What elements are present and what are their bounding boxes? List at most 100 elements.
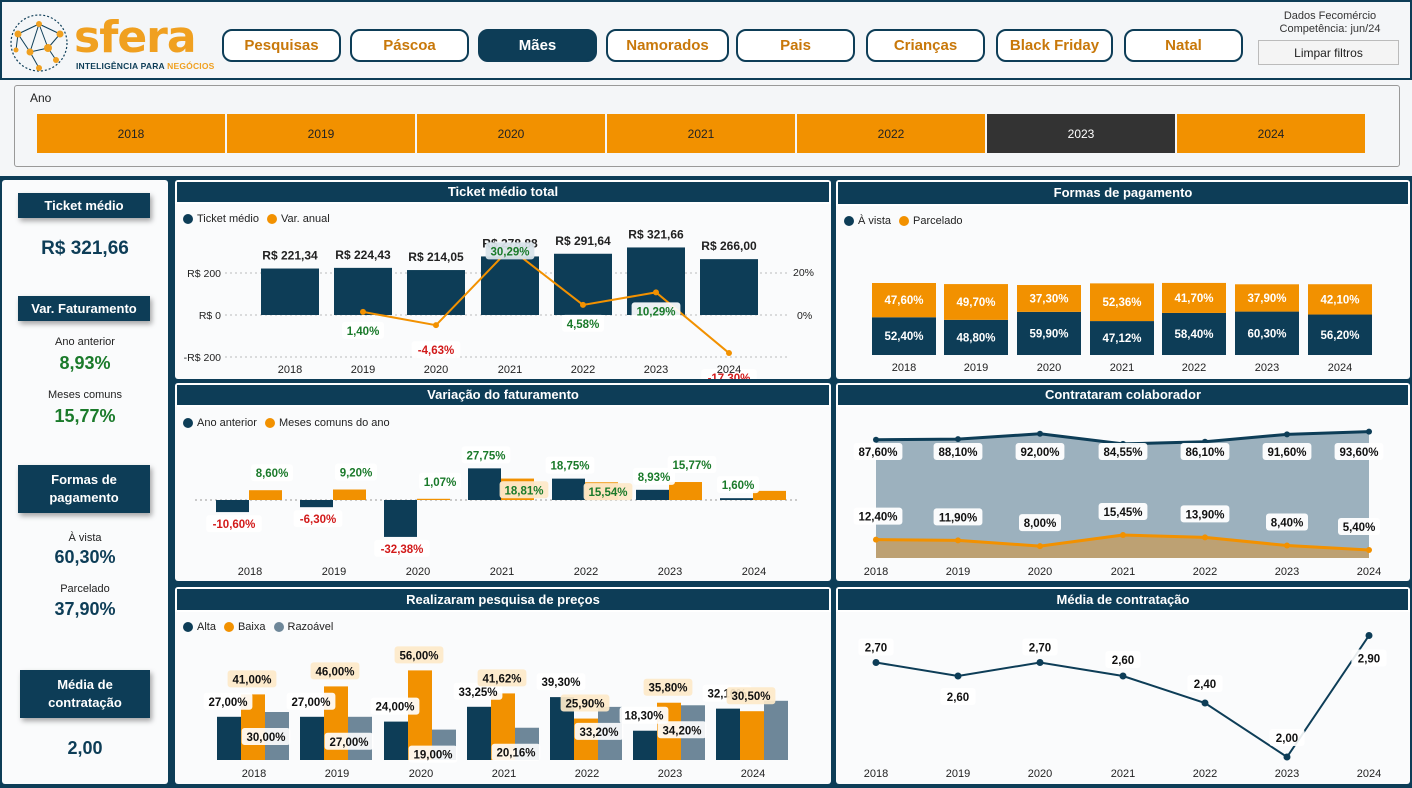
pes-label-alta-2019: 27,00% (291, 697, 330, 709)
fat-tick-2020: 2020 (406, 566, 430, 578)
hire-point-2023 (1283, 753, 1291, 761)
pes-label-alta-2023-bg (619, 706, 669, 724)
pes-tick-2020: 2020 (409, 768, 433, 780)
hire-label-2019: 2,60 (947, 692, 969, 704)
col-label-yes-2024: 93,60% (1339, 447, 1378, 459)
year-option-2022[interactable]: 2022 (797, 114, 985, 153)
col-tick-2022: 2022 (1193, 566, 1217, 578)
nav-button-black-friday[interactable]: Black Friday (996, 29, 1113, 62)
year-option-2020[interactable]: 2020 (417, 114, 605, 153)
payment-chart: 52,40% 47,60% 48,80% 49,70% 59,90% 37,30% 47,1… (872, 282, 1372, 374)
pes-bar-alta-2023 (633, 730, 657, 760)
pes-label-alta-2023: 18,30% (624, 711, 663, 723)
pes-label-alta-2022: 39,30% (541, 677, 580, 689)
pes-label-baixa-2020-bg (394, 646, 444, 664)
pay-bar-cash-2024 (1308, 314, 1372, 355)
pes-tick-2023: 2023 (658, 768, 682, 780)
hire-label-2021-bg (1105, 651, 1141, 668)
ticket-bar-label-2023: R$ 321,66 (628, 227, 684, 241)
year-option-2018[interactable]: 2018 (37, 114, 225, 153)
col-label-yes-2024-bg (1334, 443, 1384, 460)
col-label-yes-2018-bg (853, 443, 903, 460)
price-research-card: Realizaram pesquisa de preços Alta Baixa… (175, 587, 831, 784)
payment-chart-title: Formas de pagamento (836, 180, 1410, 206)
hire-label-2024-bg (1351, 649, 1387, 667)
pes-label-razoavel-2020-bg (408, 745, 458, 763)
col-label-no-2020: 8,00% (1024, 518, 1057, 530)
col-point-yes-2020 (1037, 430, 1043, 437)
fat-label-common-2023: 15,77% (672, 460, 711, 472)
pay-bar-inst-2024 (1308, 284, 1372, 315)
ticket-var-label-2019: 1,40% (347, 326, 380, 338)
pes-label-razoavel-2018-bg (241, 728, 291, 745)
col-label-no-2018: 12,40% (858, 512, 897, 524)
fat-label-prev-2019-bg (293, 510, 343, 528)
cash-label: À vista (68, 532, 102, 544)
revenue-legend: Ano anterior Meses comuns do ano (183, 417, 390, 429)
hire-point-2024 (1365, 632, 1373, 639)
col-point-no-2023 (1284, 542, 1290, 549)
ticket-var-label-2019-bg (342, 321, 384, 339)
clear-filters-button[interactable]: Limpar filtros (1258, 40, 1399, 65)
col-tick-2024: 2024 (1357, 566, 1381, 578)
hire-label-2018: 2,70 (865, 643, 887, 655)
installment-label: Parcelado (60, 583, 110, 595)
ticket-var-label-2023-bg (631, 302, 681, 320)
hire-label-2020: 2,70 (1029, 643, 1051, 655)
pes-tick-2021: 2021 (492, 768, 516, 780)
hire-point-2020 (1036, 659, 1044, 666)
col-label-no-2022-bg (1180, 505, 1230, 523)
hire-point-2018 (872, 659, 880, 666)
pes-label-alta-2020: 24,00% (375, 702, 414, 714)
nav-button-páscoa[interactable]: Páscoa (350, 29, 469, 62)
pay-label-inst-2019: 49,70% (956, 297, 995, 309)
fat-label-prev-2022-bg (545, 456, 595, 474)
pay-label-inst-2022: 41,70% (1174, 293, 1213, 305)
ticket-yleft-0: R$ 200 (187, 268, 221, 280)
pes-tick-2024: 2024 (741, 768, 765, 780)
fat-tick-2024: 2024 (742, 566, 766, 578)
fat-bar-prev-2019 (300, 500, 333, 508)
ticket-tick-2020: 2020 (424, 364, 448, 376)
fat-label-prev-2019: -6,30% (300, 514, 336, 526)
year-option-2019[interactable]: 2019 (227, 114, 415, 153)
hire-tick-2023: 2023 (1275, 768, 1299, 780)
year-filter-label: Ano (30, 91, 52, 105)
revenue-chart-card: Variação do faturamento Ano anterior Mes… (175, 383, 831, 581)
col-label-yes-2020-bg (1015, 443, 1065, 460)
pes-label-razoavel-2023: 34,20% (662, 725, 701, 737)
pes-tick-2022: 2022 (575, 768, 599, 780)
ticket-var-label-2021: 30,29% (490, 246, 529, 258)
collaborator-chart-title: Contrataram colaborador (836, 383, 1410, 407)
year-option-2024[interactable]: 2024 (1177, 114, 1365, 153)
year-option-2021[interactable]: 2021 (607, 114, 795, 153)
year-option-2023[interactable]: 2023 (987, 114, 1175, 153)
pes-label-alta-2021: 33,25% (458, 687, 497, 699)
col-tick-2021: 2021 (1111, 566, 1135, 578)
col-point-no-2018 (873, 536, 879, 543)
nav-button-pesquisas[interactable]: Pesquisas (222, 29, 341, 62)
pes-bar-alta-2019 (300, 716, 324, 760)
nav-button-mães[interactable]: Mães (478, 29, 597, 62)
ticket-var-point-2019 (360, 308, 366, 315)
pes-label-razoavel-2018: 30,00% (246, 732, 285, 744)
payment-chart-card: Formas de pagamento À vista Parcelado 52… (836, 180, 1410, 379)
ticket-bar-label-2020: R$ 214,05 (408, 250, 464, 264)
col-point-no-2022 (1202, 534, 1208, 541)
nav-button-namorados[interactable]: Namorados (606, 29, 729, 62)
fat-label-common-2018: 8,60% (256, 468, 289, 480)
fat-label-common-2020: 1,07% (424, 477, 457, 489)
sfera-globe-logo-icon (8, 12, 70, 74)
nav-button-crianças[interactable]: Crianças (866, 29, 985, 62)
pay-tick-2019: 2019 (964, 362, 988, 374)
col-label-no-2024-bg (1338, 517, 1380, 535)
nav-button-pais[interactable]: Pais (736, 29, 855, 62)
nav-button-natal[interactable]: Natal (1124, 29, 1243, 62)
pay-bar-inst-2023 (1235, 284, 1299, 312)
pay-label-inst-2020: 37,30% (1029, 293, 1068, 305)
hiring-chart: 2,70 2,60 2,70 2,60 2,40 2,00 2,90 2018 2019 2020… (858, 632, 1387, 780)
pay-bar-cash-2020 (1017, 311, 1081, 355)
ticket-bar-label-2018: R$ 221,34 (262, 249, 318, 263)
col-tick-2018: 2018 (864, 566, 888, 578)
ticket-var-label-2021-bg (485, 242, 535, 260)
